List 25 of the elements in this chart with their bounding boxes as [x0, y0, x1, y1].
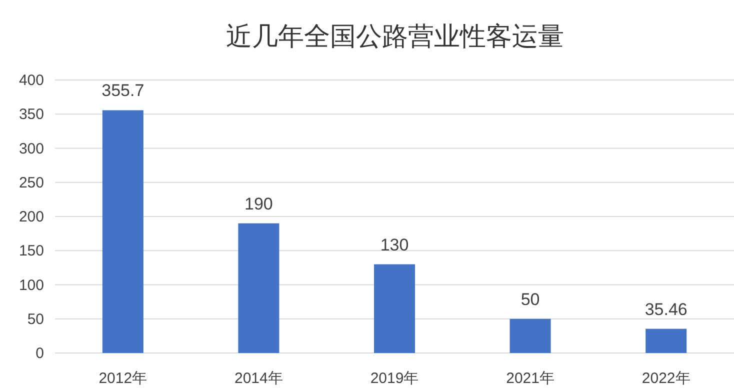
y-tick-label: 0: [36, 345, 44, 362]
x-tick-label: 2021年: [506, 370, 554, 387]
x-tick-label: 2022年: [642, 370, 690, 387]
data-label: 130: [380, 235, 409, 254]
bar: [510, 318, 551, 353]
data-label: 35.46: [644, 300, 688, 319]
x-tick-label: 2012年: [98, 370, 148, 387]
bar: [102, 110, 144, 353]
y-tick-label: 350: [18, 106, 44, 124]
bar: [238, 223, 280, 353]
y-tick-label: 300: [18, 140, 44, 158]
bar: [646, 328, 687, 353]
y-tick-label: 50: [27, 310, 44, 328]
x-tick-label: 2014年: [234, 370, 283, 387]
y-tick-label: 150: [18, 242, 44, 260]
y-tick-label: 100: [18, 276, 44, 294]
y-tick-label: 400: [18, 72, 44, 89]
x-tick-label: 2019年: [370, 370, 419, 387]
data-label: 355.7: [102, 81, 144, 100]
y-tick-label: 250: [18, 174, 44, 192]
chart-title: 近几年全国公路营业性客运量: [226, 22, 564, 52]
y-tick-label: 200: [18, 208, 44, 226]
data-label: 190: [244, 194, 273, 214]
bar: [374, 264, 415, 353]
data-label: 50: [520, 290, 540, 309]
